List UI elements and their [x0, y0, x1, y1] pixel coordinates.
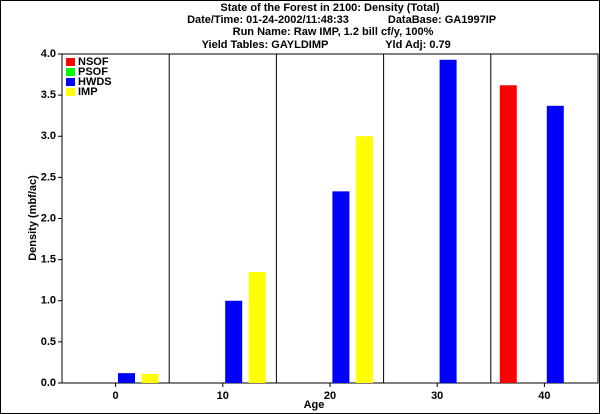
bar — [546, 105, 564, 383]
y-axis-label: Density (mbf/ac) — [27, 175, 39, 261]
subtitle: Date/Time: 01-24-2002/11:48:33 — [187, 14, 349, 26]
bar — [225, 300, 243, 383]
bar — [332, 191, 350, 383]
y-tick-label: 0.5 — [41, 336, 56, 348]
bar — [439, 59, 457, 383]
legend-swatch — [66, 88, 75, 96]
x-tick-label: 40 — [538, 390, 550, 402]
legend-swatch — [66, 68, 75, 76]
y-tick-label: 3.0 — [41, 130, 56, 142]
y-tick-label: 4.0 — [41, 48, 56, 60]
legend-label: HWDS — [78, 76, 112, 88]
bar — [248, 271, 266, 383]
bar — [141, 373, 159, 383]
y-tick-label: 0.0 — [41, 377, 56, 389]
legend-label: NSOF — [78, 56, 109, 68]
legend-swatch — [66, 78, 75, 86]
legend-swatch — [66, 58, 75, 66]
x-tick-label: 20 — [324, 390, 336, 402]
y-tick-label: 1.0 — [41, 295, 56, 307]
y-tick-label: 2.0 — [41, 212, 56, 224]
y-tick-label: 2.5 — [41, 171, 56, 183]
x-axis-label: Age — [304, 399, 325, 411]
x-tick-label: 0 — [113, 390, 119, 402]
x-tick-label: 30 — [431, 390, 443, 402]
y-tick-label: 1.5 — [41, 254, 56, 266]
subtitle: DataBase: GA1997IP — [388, 14, 496, 26]
subtitle: Run Name: Raw IMP, 1.2 bill cf/y, 100% — [233, 26, 434, 38]
subtitle: Yield Tables: GAYLDIMP — [202, 39, 329, 51]
bar — [355, 136, 373, 383]
subtitle: Yld Adj: 0.79 — [385, 39, 451, 51]
chart-title: State of the Forest in 2100: Density (To… — [220, 2, 440, 14]
plot-area — [61, 53, 599, 384]
bar — [118, 373, 135, 383]
y-tick-label: 3.5 — [41, 89, 56, 101]
bar — [499, 85, 517, 383]
x-tick-label: 10 — [217, 390, 229, 402]
legend-label: PSOF — [78, 66, 108, 78]
legend-label: IMP — [78, 86, 98, 98]
